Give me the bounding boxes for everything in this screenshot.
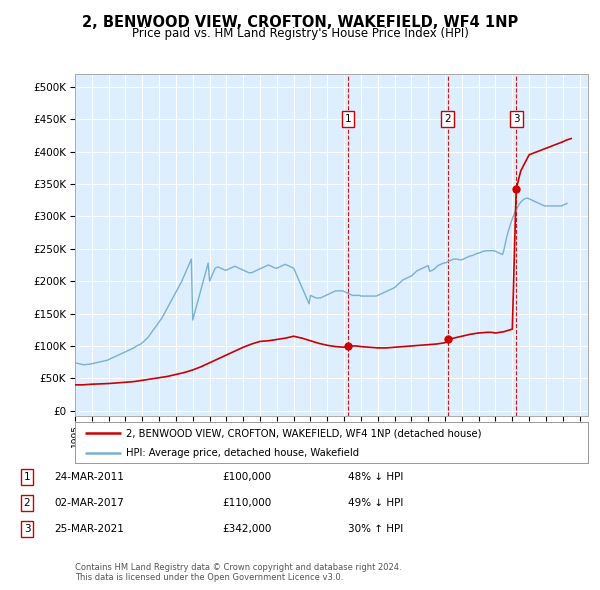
Text: HPI: Average price, detached house, Wakefield: HPI: Average price, detached house, Wake… — [127, 448, 359, 458]
Text: 49% ↓ HPI: 49% ↓ HPI — [348, 498, 403, 507]
Text: 2, BENWOOD VIEW, CROFTON, WAKEFIELD, WF4 1NP (detached house): 2, BENWOOD VIEW, CROFTON, WAKEFIELD, WF4… — [127, 428, 482, 438]
Text: 3: 3 — [23, 524, 31, 533]
Text: Contains HM Land Registry data © Crown copyright and database right 2024.
This d: Contains HM Land Registry data © Crown c… — [75, 563, 401, 582]
Text: 1: 1 — [344, 114, 351, 124]
Text: 2, BENWOOD VIEW, CROFTON, WAKEFIELD, WF4 1NP: 2, BENWOOD VIEW, CROFTON, WAKEFIELD, WF4… — [82, 15, 518, 30]
Text: 25-MAR-2021: 25-MAR-2021 — [54, 524, 124, 533]
Text: 2: 2 — [445, 114, 451, 124]
Text: £110,000: £110,000 — [222, 498, 271, 507]
Text: 3: 3 — [513, 114, 520, 124]
Text: 1: 1 — [23, 472, 31, 481]
Text: 24-MAR-2011: 24-MAR-2011 — [54, 472, 124, 481]
Text: 30% ↑ HPI: 30% ↑ HPI — [348, 524, 403, 533]
Text: Price paid vs. HM Land Registry's House Price Index (HPI): Price paid vs. HM Land Registry's House … — [131, 27, 469, 40]
Text: £100,000: £100,000 — [222, 472, 271, 481]
Text: £342,000: £342,000 — [222, 524, 271, 533]
Text: 2: 2 — [23, 498, 31, 507]
Text: 02-MAR-2017: 02-MAR-2017 — [54, 498, 124, 507]
Text: 48% ↓ HPI: 48% ↓ HPI — [348, 472, 403, 481]
